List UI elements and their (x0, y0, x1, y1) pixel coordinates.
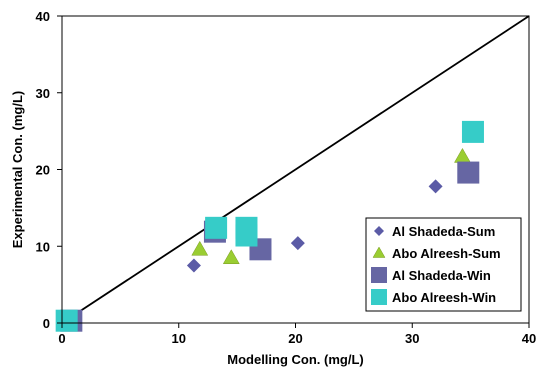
legend-marker (372, 246, 386, 258)
axes: 0 10 20 30 40 0 10 20 30 40 (36, 9, 537, 346)
legend: Al Shadeda-Sum Abo Alreesh-Sum Al Shadeda-… (365, 217, 522, 312)
data-point (235, 224, 258, 247)
data-point (205, 216, 228, 239)
y-tick-label: 10 (36, 239, 50, 254)
data-point (457, 161, 480, 184)
x-tick-label: 40 (522, 331, 536, 346)
x-tick-label: 30 (405, 331, 419, 346)
series-3 (55, 120, 484, 332)
data-point (290, 236, 305, 251)
y-axis-title: Experimental Con. (mg/L) (10, 91, 25, 248)
data-point (186, 258, 201, 273)
y-tick-label: 30 (36, 86, 50, 101)
legend-label: Abo Alreesh-Sum (392, 246, 501, 261)
reference-line (61, 15, 530, 324)
x-tick-label: 20 (288, 331, 302, 346)
data-point (55, 309, 78, 332)
y-tick-label: 40 (36, 9, 50, 24)
x-axis-title: Modelling Con. (mg/L) (227, 352, 363, 367)
plot-area (55, 15, 530, 332)
legend-label: Al Shadeda-Win (392, 268, 491, 283)
y-tick-label: 20 (36, 163, 50, 178)
x-tick-label: 0 (58, 331, 65, 346)
legend-box (365, 217, 522, 312)
data-point (461, 120, 484, 143)
data-point (428, 179, 443, 194)
legend-label: Al Shadeda-Sum (392, 224, 495, 239)
legend-marker (374, 226, 384, 236)
data-point (222, 249, 240, 265)
legend-marker (371, 267, 387, 283)
x-tick-label: 10 (172, 331, 186, 346)
y-tick-label: 0 (43, 316, 50, 331)
data-point (191, 240, 209, 256)
legend-marker (371, 289, 387, 305)
legend-label: Abo Alreesh-Win (392, 290, 496, 305)
